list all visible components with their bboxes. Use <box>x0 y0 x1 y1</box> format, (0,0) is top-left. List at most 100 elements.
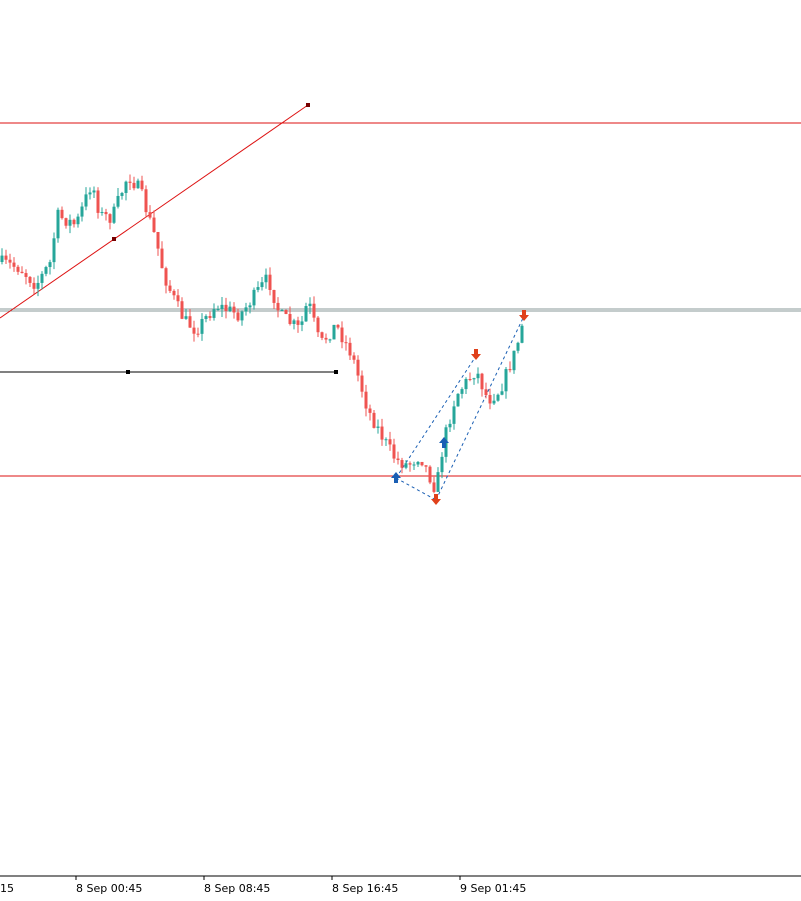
buy-arrow <box>439 437 449 448</box>
candle-body <box>348 342 352 356</box>
candle-body <box>256 287 260 290</box>
candle-body <box>196 333 200 335</box>
candle-body <box>396 458 400 461</box>
candle-body <box>404 463 408 468</box>
candle-body <box>28 276 32 283</box>
candle-body <box>352 355 356 360</box>
candle-body <box>176 295 180 302</box>
candle-body <box>436 472 440 492</box>
candle-body <box>0 255 4 262</box>
candle-body <box>492 400 496 404</box>
time-label: 15 <box>0 882 14 895</box>
trend-handle[interactable] <box>112 237 116 241</box>
candle-body <box>88 192 92 195</box>
time-axis-labels: 15 8 Sep 00:45 8 Sep 08:45 8 Sep 16:45 9… <box>0 876 526 895</box>
candle-body <box>56 209 60 239</box>
candle-body <box>192 327 196 334</box>
candle-body <box>392 444 396 459</box>
candle-body <box>484 389 488 396</box>
candle-body <box>180 301 184 319</box>
candle-body <box>356 359 360 376</box>
candle-body <box>376 426 380 428</box>
candle-body <box>240 311 244 321</box>
candle-body <box>464 379 468 390</box>
candle-body <box>500 391 504 395</box>
candle-body <box>136 180 140 189</box>
candle-body <box>448 423 452 428</box>
candle-body <box>60 209 64 219</box>
candle-body <box>320 332 324 338</box>
candle-body <box>468 379 472 381</box>
candle-body <box>412 464 416 466</box>
candle-body <box>428 466 432 483</box>
candle-body <box>284 310 288 315</box>
signal-arrows <box>391 310 529 505</box>
candle-body <box>236 312 240 321</box>
buy-arrow <box>391 472 401 483</box>
candle-body <box>264 274 268 283</box>
candle-body <box>152 217 156 232</box>
candle-body <box>224 304 228 312</box>
candle-body <box>140 180 144 190</box>
candle-body <box>312 303 316 318</box>
candle-body <box>124 181 128 193</box>
candle-body <box>24 273 28 277</box>
candle-body <box>340 327 344 343</box>
channel <box>395 315 525 501</box>
candle-body <box>128 181 132 183</box>
candle-body <box>496 394 500 401</box>
candle-body <box>276 302 280 311</box>
segment-handle[interactable] <box>334 370 338 374</box>
candle-body <box>472 378 476 380</box>
candle-body <box>64 218 68 226</box>
candle-body <box>12 262 16 267</box>
candle-body <box>8 259 12 263</box>
sell-arrow <box>431 494 441 505</box>
candle-body <box>304 306 308 322</box>
candle-body <box>260 282 264 288</box>
candle-body <box>84 194 88 207</box>
candle-body <box>80 206 84 217</box>
candle-body <box>100 212 104 214</box>
candle-body <box>216 308 220 310</box>
candle-body <box>432 482 436 492</box>
candles <box>0 174 524 494</box>
candle-body <box>48 262 52 268</box>
candle-body <box>420 461 424 466</box>
candle-body <box>512 350 516 371</box>
segment-handle[interactable] <box>126 370 130 374</box>
candle-body <box>20 271 24 274</box>
candle-body <box>32 282 36 289</box>
candle-body <box>104 212 108 215</box>
trend-handle[interactable] <box>306 103 310 107</box>
candle-body <box>388 439 392 445</box>
candle-body <box>460 389 464 394</box>
candle-body <box>508 369 512 371</box>
candle-body <box>148 212 152 218</box>
candle-body <box>76 216 80 225</box>
candle-body <box>52 238 56 263</box>
candle-body <box>292 320 296 324</box>
candle-body <box>188 316 192 328</box>
candle-body <box>212 309 216 318</box>
candle-body <box>372 412 376 428</box>
candle-body <box>328 339 332 341</box>
candle-body <box>244 307 248 312</box>
candle-body <box>296 320 300 325</box>
candle-body <box>344 342 348 344</box>
candle-body <box>364 391 368 409</box>
candle-body <box>368 408 372 413</box>
candle-body <box>228 306 232 312</box>
candle-body <box>280 310 284 312</box>
candle-body <box>336 324 340 328</box>
candle-body <box>156 231 160 249</box>
candle-body <box>168 285 172 291</box>
candle-body <box>360 375 364 392</box>
candle-body <box>288 314 292 324</box>
candle-body <box>476 373 480 379</box>
candle-body <box>164 268 168 286</box>
candle-body <box>416 461 420 465</box>
candle-body <box>424 465 428 467</box>
candle-body <box>108 214 112 223</box>
